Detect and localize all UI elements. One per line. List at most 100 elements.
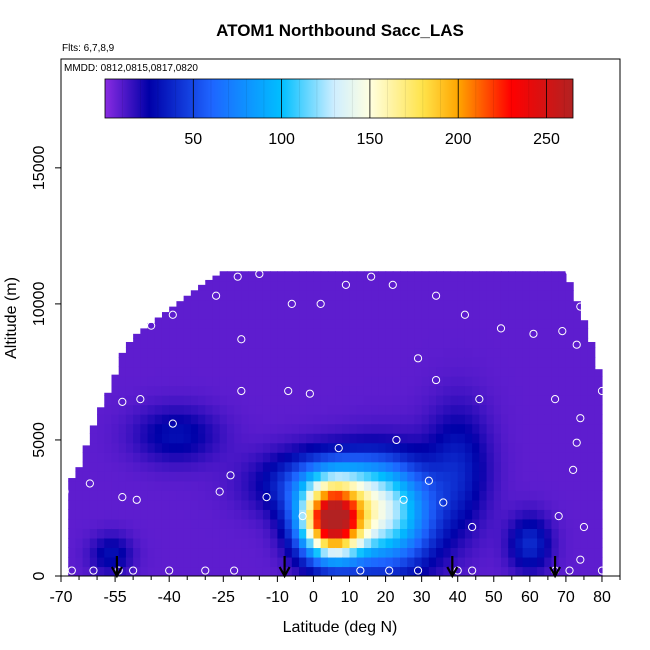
heatmap-cell [133, 556, 141, 568]
heatmap-cell [407, 461, 416, 472]
heatmap-cell [241, 480, 250, 491]
heatmap-cell [457, 290, 466, 301]
heatmap-cell [363, 404, 372, 415]
heatmap-cell [262, 547, 271, 558]
heatmap-cell [544, 461, 553, 472]
heatmap-cell [349, 280, 358, 291]
heatmap-cell [472, 528, 480, 539]
heatmap-cell [537, 499, 545, 510]
heatmap-cell [594, 556, 603, 568]
heatmap-cell [580, 442, 589, 453]
heatmap-cell [335, 337, 343, 349]
heatmap-cell [428, 452, 437, 463]
heatmap-cell [551, 356, 560, 368]
heatmap-cell [277, 280, 286, 291]
heatmap-cell [176, 328, 185, 339]
heatmap-cell [111, 442, 120, 453]
heatmap-cell [392, 442, 401, 453]
heatmap-cell [500, 290, 509, 301]
heatmap-cell [133, 442, 141, 453]
heatmap-cell [226, 280, 235, 291]
heatmap-cell [219, 480, 228, 491]
heatmap-cell [544, 271, 553, 282]
heatmap-cell [335, 480, 343, 491]
heatmap-cell [515, 290, 524, 301]
heatmap-cell [558, 528, 567, 539]
heatmap-cell [212, 356, 221, 368]
heatmap-cell [226, 556, 235, 568]
heatmap-cell [544, 518, 553, 529]
heatmap-cell [486, 518, 495, 529]
heatmap-cell [486, 395, 495, 406]
heatmap-cell [198, 404, 206, 415]
heatmap-cell [587, 461, 596, 472]
heatmap-cell [190, 328, 199, 339]
heatmap-cell [154, 518, 163, 529]
heatmap-cell [212, 499, 221, 510]
heatmap-cell [529, 299, 538, 310]
heatmap-cell [537, 347, 545, 358]
heatmap-cell [407, 499, 416, 510]
heatmap-cell [284, 566, 293, 576]
heatmap-cell [464, 347, 473, 358]
heatmap-cell [551, 318, 560, 329]
heatmap-cell [443, 442, 452, 453]
heatmap-cell [349, 537, 358, 549]
heatmap-cell [378, 461, 387, 472]
heatmap-cell [565, 282, 574, 291]
heatmap-cell [270, 442, 278, 453]
heatmap-cell [443, 318, 452, 329]
heatmap-cell [436, 509, 444, 520]
heatmap-cell [161, 461, 170, 472]
heatmap-cell [147, 356, 156, 368]
heatmap-cell [190, 433, 199, 444]
heatmap-cell [573, 566, 581, 576]
heatmap-cell [414, 280, 423, 291]
heatmap-cell [558, 547, 567, 558]
heatmap-cell [493, 556, 502, 568]
heatmap-cell [291, 376, 300, 387]
heatmap-cell [205, 309, 214, 320]
heatmap-cell [436, 528, 444, 539]
heatmap-cell [356, 376, 365, 387]
heatmap-cell [306, 280, 315, 291]
heatmap-cell [255, 309, 264, 320]
heatmap-cell [291, 318, 300, 329]
heatmap-cell [176, 556, 185, 568]
heatmap-cell [111, 414, 120, 425]
heatmap-cell [255, 347, 264, 358]
heatmap-cell [205, 433, 214, 444]
heatmap-cell [291, 347, 300, 358]
heatmap-cell [392, 433, 401, 444]
heatmap-cell [270, 537, 278, 549]
heatmap-cell [270, 461, 278, 472]
heatmap-cell [255, 556, 264, 568]
heatmap-cell [111, 528, 120, 539]
heatmap-cell [277, 452, 286, 463]
heatmap-cell [565, 299, 574, 310]
heatmap-cell [147, 414, 156, 425]
heatmap-cell [443, 309, 452, 320]
heatmap-cell [205, 423, 214, 434]
heatmap-cell [212, 318, 221, 329]
heatmap-cell [299, 433, 307, 444]
heatmap-cell [183, 433, 192, 444]
heatmap-cell [493, 309, 502, 320]
heatmap-cell [140, 566, 149, 576]
heatmap-cell [450, 471, 459, 482]
heatmap-cell [356, 423, 365, 434]
heatmap-cell [234, 356, 242, 368]
heatmap-cell [212, 275, 221, 282]
heatmap-cell [320, 280, 329, 291]
sample-point [431, 375, 441, 385]
sample-point [215, 487, 224, 496]
heatmap-cell [522, 376, 531, 387]
heatmap-cell [464, 414, 473, 425]
heatmap-cell [428, 490, 437, 501]
heatmap-cell [183, 499, 192, 510]
colorbar-tick-label: 100 [268, 131, 295, 148]
heatmap-cell [327, 299, 336, 310]
heatmap-cell [299, 318, 307, 329]
heatmap-cell [493, 395, 502, 406]
heatmap-cell [183, 480, 192, 491]
